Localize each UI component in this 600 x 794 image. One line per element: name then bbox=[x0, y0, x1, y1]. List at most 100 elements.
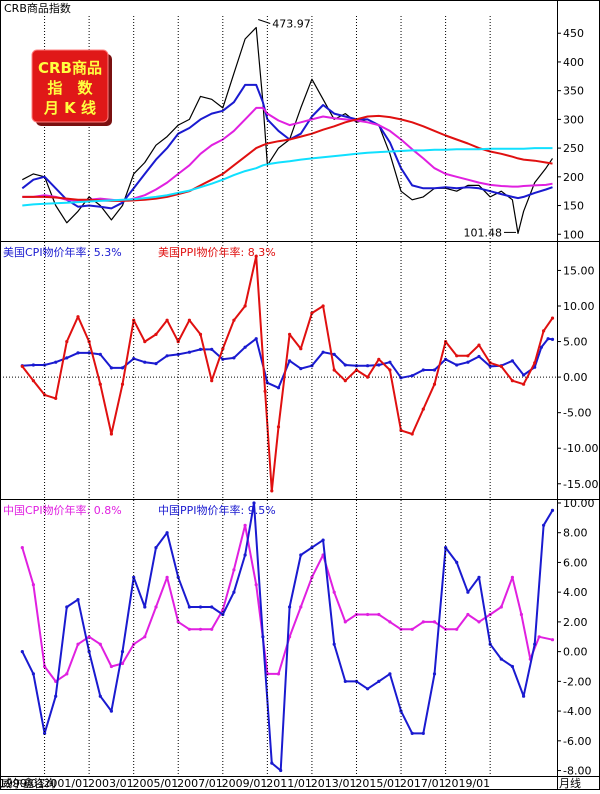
x-tick-label: 2005/01 bbox=[133, 777, 179, 790]
series-point-us-cpi bbox=[87, 351, 91, 355]
series-point-cn-cpi bbox=[455, 627, 459, 631]
series-point-cn-ppi bbox=[87, 650, 91, 654]
source-label: 威尔鑫咨询 bbox=[1, 776, 56, 790]
series-point-us-cpi bbox=[299, 367, 303, 371]
series-point-us-cpi bbox=[176, 352, 180, 356]
peak-arrow bbox=[258, 18, 271, 24]
series-point-cn-cpi bbox=[410, 627, 414, 631]
series-point-us-ppi bbox=[243, 304, 247, 308]
us-inflation-panel: -15.00 -10.00 -5.00 0.00 5.00 10.00 15.00 bbox=[0, 254, 598, 493]
y-tick-label: 0.00 bbox=[563, 371, 588, 384]
series-point-us-ppi bbox=[270, 489, 274, 493]
crb-price-panel: 100 150 200 250 300 350 400 450 473.97 101.48 bbox=[21, 17, 584, 241]
series-point-us-cpi bbox=[477, 354, 481, 359]
series-point-us-ppi bbox=[477, 343, 481, 347]
series-point-us-cpi bbox=[432, 368, 437, 372]
us-cpi-legend: 美国CPI物价年率: 5.3% bbox=[3, 245, 122, 259]
series-point-cn-cpi bbox=[31, 583, 35, 587]
x-tick-label: 2007/01 bbox=[177, 777, 223, 790]
series-point-cn-ppi bbox=[132, 575, 136, 579]
series-point-us-ppi bbox=[388, 368, 392, 372]
series-point-us-cpi bbox=[132, 357, 136, 361]
series-point-cn-cpi bbox=[537, 635, 541, 639]
series-point-cn-cpi bbox=[254, 583, 258, 587]
series-point-us-ppi bbox=[43, 393, 47, 397]
y-tick-label: 10.00 bbox=[563, 497, 595, 510]
series-point-cn-cpi bbox=[198, 627, 203, 631]
series-point-us-ppi bbox=[432, 382, 437, 386]
series-point-cn-ppi bbox=[261, 635, 265, 639]
y-tick-label: 250 bbox=[563, 142, 584, 155]
series-point-cn-ppi bbox=[154, 546, 158, 550]
series-point-cn-cpi bbox=[377, 612, 381, 617]
series-point-cn-ppi bbox=[54, 694, 58, 698]
series-point-us-ppi bbox=[210, 379, 214, 383]
y-tick-label: 450 bbox=[563, 27, 584, 40]
series-point-cn-cpi bbox=[432, 620, 437, 624]
series-point-us-ppi bbox=[332, 368, 336, 372]
series-point-us-ppi bbox=[343, 379, 347, 383]
trough-label: 101.48 bbox=[464, 226, 503, 239]
series-point-cn-cpi bbox=[421, 620, 425, 624]
series-point-cn-ppi bbox=[510, 664, 514, 669]
series-point-cn-cpi bbox=[232, 568, 236, 572]
series-point-us-ppi bbox=[198, 332, 203, 336]
y-tick-label: 300 bbox=[563, 113, 584, 126]
y-tick-label: 200 bbox=[563, 171, 584, 184]
series-point-cn-ppi bbox=[143, 605, 147, 609]
us-legend: 美国CPI物价年率: 5.3% 美国PPI物价年率: 8.3% bbox=[3, 245, 276, 259]
series-point-us-cpi bbox=[254, 337, 258, 341]
series-point-us-ppi bbox=[263, 389, 267, 393]
y-tick-label: 100 bbox=[563, 228, 584, 241]
series-point-us-cpi bbox=[154, 362, 158, 366]
series-point-cn-cpi bbox=[43, 664, 47, 669]
series-point-us-cpi bbox=[276, 386, 281, 390]
series-point-cn-ppi bbox=[432, 672, 437, 676]
series-point-cn-cpi bbox=[87, 635, 91, 639]
series-point-us-cpi bbox=[321, 350, 325, 354]
series-point-us-ppi bbox=[65, 340, 69, 344]
cn-ppi-legend: 中国PPI物价年率: 9.5% bbox=[158, 503, 276, 517]
series-point-us-ppi bbox=[154, 332, 158, 336]
series-point-cn-cpi bbox=[143, 635, 147, 639]
series-point-us-ppi bbox=[399, 428, 403, 432]
series-point-cn-ppi bbox=[377, 679, 381, 684]
y-tick-label: -5.00 bbox=[563, 407, 591, 420]
series-point-cn-cpi bbox=[243, 523, 247, 527]
series-point-us-cpi bbox=[76, 351, 80, 355]
series-point-cn-cpi bbox=[210, 627, 214, 631]
series-point-us-cpi bbox=[165, 354, 169, 358]
series-point-us-cpi bbox=[65, 356, 69, 360]
series-point-cn-ppi bbox=[165, 531, 169, 535]
x-tick-label: 2013/01 bbox=[311, 777, 357, 790]
series-point-us-cpi bbox=[421, 368, 425, 372]
series-point-cn-cpi bbox=[187, 627, 191, 631]
y-tick-label: 6.00 bbox=[563, 556, 588, 569]
cn-legend: 中国CPI物价年率: 0.8% 中国PPI物价年率: 9.5% bbox=[3, 503, 276, 517]
us-ppi-legend: 美国PPI物价年率: 8.3% bbox=[158, 245, 276, 259]
series-point-cn-cpi bbox=[343, 620, 347, 624]
series-point-us-cpi bbox=[98, 352, 102, 356]
series-point-us-ppi bbox=[54, 396, 58, 400]
y-tick-label: -15.00 bbox=[563, 478, 598, 491]
series-point-cn-ppi bbox=[198, 605, 203, 609]
series-point-cn-cpi bbox=[299, 605, 303, 609]
badge-line-2: 指 数 bbox=[47, 79, 93, 97]
y-tick-label: 2.00 bbox=[563, 616, 588, 629]
series-point-us-cpi bbox=[366, 364, 370, 368]
series-point-cn-ppi bbox=[76, 598, 80, 602]
series-point-cn-cpi bbox=[366, 612, 370, 617]
series-point-us-ppi bbox=[499, 364, 503, 368]
badge-line-1: CRB商品 bbox=[38, 59, 102, 77]
x-tick-label: 2011/01 bbox=[266, 777, 312, 790]
series-point-cn-ppi bbox=[299, 553, 303, 557]
series-point-us-cpi bbox=[54, 360, 58, 364]
series-point-cn-cpi bbox=[265, 672, 269, 676]
series-point-cn-ppi bbox=[98, 694, 102, 698]
y-tick-label: -10.00 bbox=[563, 442, 598, 455]
series-point-cn-ppi bbox=[533, 642, 537, 646]
series-point-cn-ppi bbox=[388, 672, 392, 676]
x-axis: 1999/012001/012003/012005/012007/012009/… bbox=[0, 16, 491, 790]
series-point-us-cpi bbox=[332, 352, 336, 356]
